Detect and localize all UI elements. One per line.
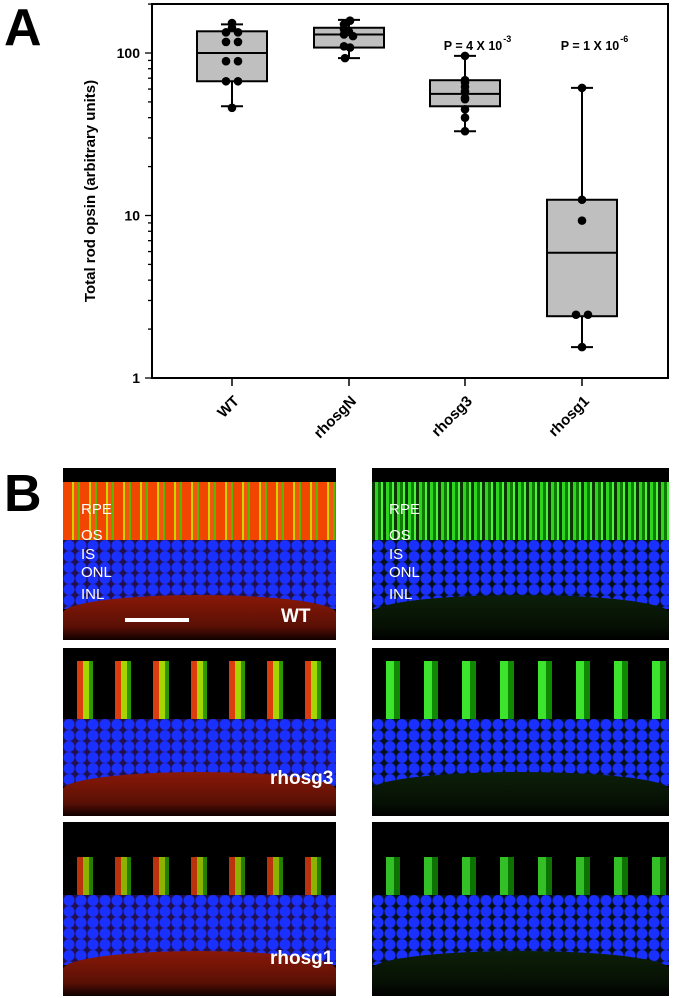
data-point: [460, 126, 470, 136]
data-point: [233, 28, 243, 37]
genotype-label: WT: [281, 606, 311, 627]
data-point: [233, 37, 243, 47]
micrograph-WT-merge: RPE OS IS ONL INL WT: [63, 468, 336, 640]
plexiform-layer: [63, 595, 336, 640]
p-value-exponent: -3: [503, 34, 511, 44]
layer-label-os: OS: [389, 527, 411, 544]
data-point: [221, 76, 231, 86]
micrograph-rhosg1-merge: rhosg1: [63, 822, 336, 996]
y-axis-label: Total rod opsin (arbitrary units): [82, 80, 99, 302]
photoreceptor-layer: [63, 481, 336, 548]
plexiform-layer: [372, 772, 669, 816]
layer-label-inl: INL: [81, 586, 105, 603]
data-point: [460, 94, 470, 104]
p-value-annotation: P = 1 X 10: [561, 39, 620, 53]
data-point: [340, 53, 350, 63]
y-tick-label: 10: [124, 208, 140, 224]
plexiform-layer: [63, 772, 336, 816]
panel-a-label: A: [4, 0, 42, 57]
nuclear-layer: [63, 718, 336, 786]
data-point: [233, 56, 243, 66]
x-tick-label: WT: [214, 393, 243, 422]
plexiform-layer: [372, 595, 669, 640]
data-point: [577, 342, 587, 352]
layer-label-rpe: RPE: [389, 501, 420, 518]
box-group-rhosg1: rhosg1 P = 1 X 10 -6: [545, 34, 628, 440]
layer-label-inl: INL: [389, 586, 413, 603]
y-tick-label: 1: [132, 370, 140, 386]
photoreceptor-layer: [63, 661, 336, 726]
p-value-exponent: -6: [620, 34, 628, 44]
data-point: [460, 105, 470, 114]
data-point: [221, 56, 231, 66]
data-point: [221, 28, 231, 37]
layer-label-os: OS: [81, 527, 103, 544]
genotype-label: rhosg1: [270, 948, 334, 969]
x-tick-label: rhosg3: [428, 393, 475, 440]
layer-label-rpe: RPE: [81, 501, 112, 518]
data-point: [227, 23, 237, 33]
data-point: [571, 310, 581, 320]
micrograph-rhosg3-green: [372, 648, 669, 816]
box-group-rhosg3: rhosg3 P = 4 X 10 -3: [428, 34, 511, 440]
plexiform-layer: [372, 950, 669, 996]
data-point: [233, 76, 243, 86]
data-point: [348, 31, 358, 41]
data-point: [460, 113, 470, 122]
scale-bar: [125, 618, 189, 622]
p-value-annotation: P = 4 X 10: [444, 39, 503, 53]
plexiform-layer: [63, 950, 336, 996]
micrograph-rhosg3-merge: rhosg3: [63, 648, 336, 816]
data-point: [577, 195, 587, 205]
data-point: [460, 51, 470, 61]
data-point: [227, 103, 237, 113]
photoreceptor-layer: [372, 481, 669, 548]
panel-b-label: B: [4, 465, 42, 523]
data-point: [221, 37, 231, 47]
layer-label-is: IS: [389, 546, 404, 563]
x-tick-label: rhosgN: [311, 393, 360, 442]
micrograph-rhosg1-green: [372, 822, 669, 996]
data-point: [577, 216, 587, 225]
data-point: [339, 30, 349, 39]
x-tick-label: rhosg1: [545, 393, 592, 440]
data-point: [460, 87, 470, 96]
box: [196, 30, 268, 83]
photoreceptor-layer: [372, 661, 669, 726]
data-point: [583, 310, 593, 320]
layer-label-onl: ONL: [389, 564, 420, 581]
layer-label-is: IS: [81, 546, 96, 563]
data-point: [577, 83, 587, 93]
y-tick-label: 100: [117, 45, 141, 61]
data-point: [345, 43, 355, 52]
box-group-WT: WT: [196, 18, 268, 422]
box-plot-chart: 1 10 100 Total rod opsin (arbitrary units) W…: [82, 3, 669, 442]
plot-frame: [151, 3, 669, 379]
micrograph-WT-green: RPE OS IS ONL INL: [372, 468, 669, 640]
nuclear-layer: [372, 718, 669, 786]
layer-label-onl: ONL: [81, 564, 112, 581]
genotype-label: rhosg3: [270, 768, 334, 789]
